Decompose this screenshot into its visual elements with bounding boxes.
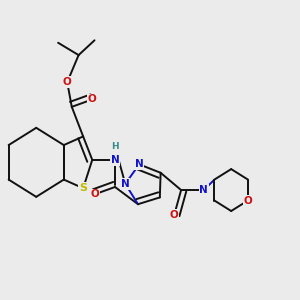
Text: O: O (170, 210, 179, 220)
Text: N: N (135, 159, 144, 170)
Text: H: H (111, 142, 119, 151)
Text: N: N (121, 179, 130, 189)
Text: N: N (200, 185, 208, 195)
Text: O: O (244, 196, 252, 206)
Text: N: N (111, 155, 119, 165)
Text: S: S (79, 183, 87, 193)
Text: O: O (63, 77, 72, 87)
Text: O: O (90, 189, 99, 200)
Text: O: O (88, 94, 97, 104)
